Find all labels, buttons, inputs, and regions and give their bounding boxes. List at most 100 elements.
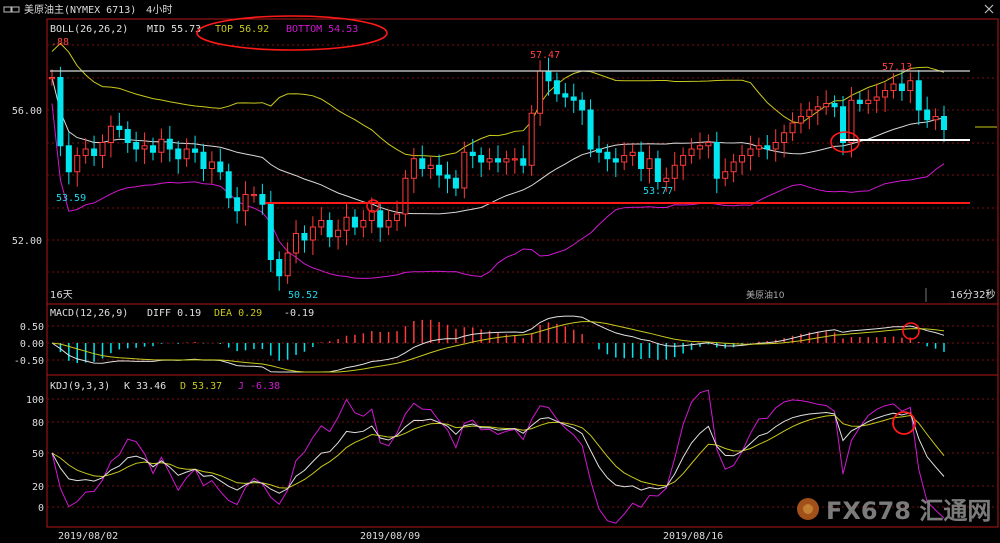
candle-body (208, 161, 215, 169)
candle-body (436, 164, 443, 176)
annotation-ellipse-top-bottom (196, 15, 388, 51)
candle-body (545, 70, 552, 82)
macd-dea-value: DEA 0.29 (214, 308, 262, 319)
candle-body (91, 148, 98, 156)
candle-body (696, 145, 703, 150)
candle-body (848, 99, 855, 143)
boll-bottom-line (51, 103, 945, 279)
candle-body (486, 158, 493, 163)
candle-body (924, 109, 931, 121)
candle-body (663, 177, 670, 182)
macd-hist-value: -0.19 (284, 308, 314, 319)
fx678-watermark: FX678 汇通网 (797, 497, 991, 525)
candle-body (217, 161, 224, 173)
window-toggle-icon[interactable] (3, 6, 20, 13)
price-label-low: 50.52 (288, 290, 318, 301)
candle-body (452, 177, 459, 189)
price-label-low: 53.59 (56, 193, 86, 204)
boll-lines (51, 42, 945, 279)
period-label[interactable]: 4小时 (146, 4, 172, 16)
candle-body (579, 99, 586, 111)
candle-body (528, 112, 535, 166)
candlesticks (48, 57, 948, 291)
candle-body (65, 145, 72, 173)
candle-body (646, 158, 653, 169)
candle-body (82, 148, 89, 156)
candle-body (680, 155, 687, 166)
candle-body (301, 233, 308, 241)
kdj-d-line (51, 414, 945, 489)
candle-body (419, 158, 426, 169)
kdj-indicator (51, 389, 945, 524)
macd-indicator (51, 315, 945, 373)
candle-body (141, 145, 148, 150)
candle-body (511, 158, 518, 161)
candle-body (410, 158, 417, 179)
annotation-circle-kdj (892, 411, 916, 435)
candle-body (351, 216, 358, 228)
price-label-high: 57.13 (882, 62, 912, 73)
candle-body (520, 158, 527, 166)
candle-body (360, 220, 367, 228)
candle-body (385, 220, 392, 228)
y-axis-labels: 56.00 52.00 0.50 0.00 -0.50 100 80 50 20… (12, 106, 44, 514)
candle-body (309, 226, 316, 241)
candle-body (856, 99, 863, 104)
candle-body (234, 197, 241, 212)
candle-body (133, 142, 140, 150)
macd-diff-value: DIFF 0.19 (147, 308, 201, 319)
candle-body (242, 194, 249, 212)
candle-body (882, 90, 889, 98)
candle-body (503, 158, 510, 163)
candle-body (839, 106, 847, 143)
candle-body (166, 138, 173, 150)
candle-body (393, 213, 401, 221)
kdj-tick: 20 (32, 482, 44, 493)
candle-body (713, 142, 720, 179)
candle-body (107, 125, 114, 143)
kdj-label: KDJ(9,3,3) (50, 381, 110, 392)
candle-body (200, 151, 207, 169)
candle-body (427, 164, 434, 169)
watermark-text: FX678 汇通网 (826, 497, 991, 525)
candle-body (612, 158, 619, 163)
candle-body (772, 142, 779, 150)
candle-body (57, 77, 64, 147)
candle-body (116, 125, 123, 130)
candle-body (595, 148, 603, 153)
candle-body (553, 80, 560, 95)
boll-top-line (51, 42, 945, 158)
main-panel-footer: 16天 美原油10 16分32秒 (50, 288, 995, 302)
boll-mid-value: MID 55.73 (147, 24, 201, 35)
candle-body (158, 138, 165, 153)
candle-body (537, 70, 544, 114)
candle-body (898, 83, 905, 91)
close-icon[interactable] (984, 4, 994, 14)
grid (47, 44, 998, 508)
candle-body (814, 106, 821, 111)
candle-body (284, 252, 291, 277)
candle-body (755, 145, 762, 150)
candle-body (621, 155, 628, 163)
level-lines (50, 70, 997, 435)
boll-top-value: TOP 56.92 (215, 24, 269, 35)
annotation-circle-support (366, 199, 380, 213)
candle-body (865, 99, 872, 104)
kdj-k-line (51, 411, 945, 494)
macd-tick: 0.00 (20, 339, 44, 350)
candle-body (570, 96, 577, 101)
macd-tick: -0.50 (14, 356, 44, 367)
kdj-legend: KDJ(9,3,3) K 33.46 D 53.37 J -6.38 (50, 381, 280, 392)
kdj-j-line (51, 389, 945, 524)
candle-body (250, 194, 257, 197)
candle-body (789, 122, 796, 134)
annotation-circle-macd (902, 322, 920, 340)
candle-body (335, 229, 342, 238)
candle-body (932, 116, 939, 121)
price-label-high: 57.47 (530, 50, 560, 61)
date-tick: 2019/08/02 (58, 531, 118, 542)
candle-body (831, 103, 838, 108)
candle-body (99, 142, 106, 156)
candle-body (722, 171, 729, 179)
